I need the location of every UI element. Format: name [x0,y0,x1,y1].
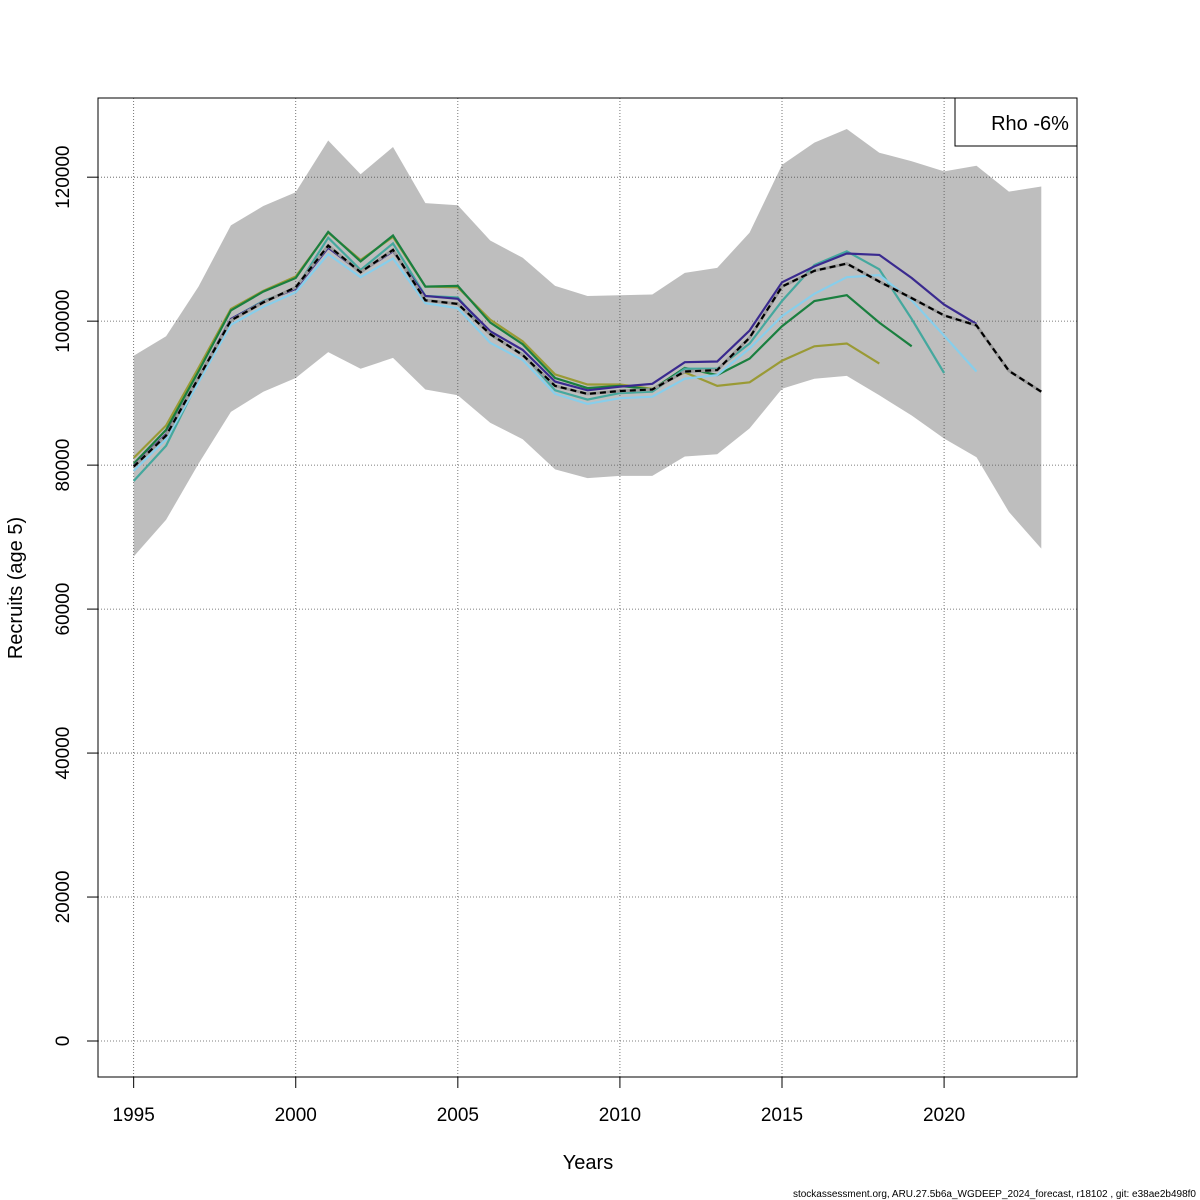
x-axis: 1995 2000 2005 2010 2015 2020 [113,1077,965,1126]
series-layer [132,230,1043,482]
x-tick-label: 2000 [275,1105,317,1126]
series-line [132,230,913,465]
x-axis-title: Years [563,1152,613,1174]
x-tick-label: 2015 [761,1105,803,1126]
y-axis-title: Recruits (age 5) [5,517,27,659]
legend-rho-label: Rho -6% [991,113,1069,135]
series-line-base [132,243,1043,468]
footer-credit: stockassessment.org, ARU.27.5b6a_WGDEEP_… [793,1189,1196,1200]
y-tick-label: 60000 [53,583,74,636]
y-axis: 0 20000 40000 60000 80000 100000 120000 [53,145,98,1046]
grid-layer [98,98,1077,1077]
x-tick-label: 2005 [437,1105,479,1126]
y-tick-label: 40000 [53,727,74,780]
plot-frame [97,97,1078,1078]
y-tick-label: 120000 [53,145,74,208]
y-tick-label: 0 [53,1036,74,1047]
x-tick-label: 2010 [599,1105,641,1126]
x-tick-label: 1995 [113,1105,155,1126]
series-line [132,252,978,472]
confidence-band [133,129,1042,557]
y-tick-label: 100000 [53,289,74,352]
confidence-band-layer [133,129,1042,557]
legend-box [954,97,1078,147]
legend: Rho -6% [954,97,1078,147]
y-tick-label: 20000 [53,871,74,924]
y-tick-label: 80000 [53,439,74,492]
x-tick-label: 2020 [923,1105,965,1126]
